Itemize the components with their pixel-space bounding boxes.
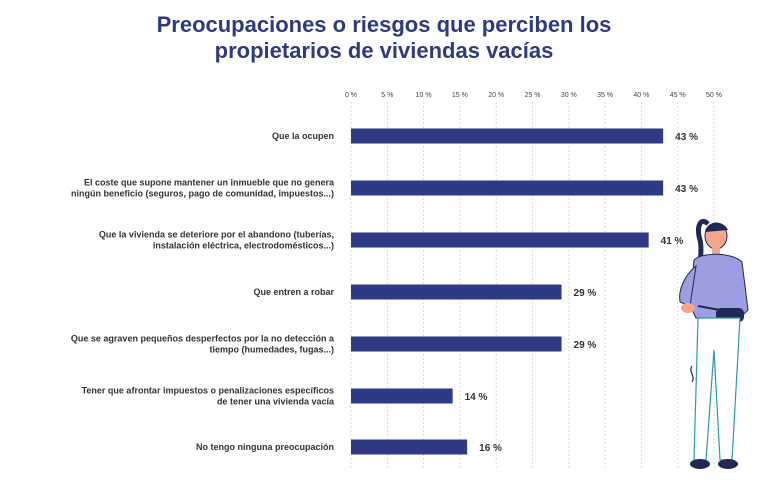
category-label: Que se agraven pequeños desperfectos por… <box>71 334 335 344</box>
bar <box>351 128 664 144</box>
category-label: Tener que afrontar impuestos o penalizac… <box>82 386 334 396</box>
woman-illustration <box>679 218 749 469</box>
category-label: El coste que supone mantener un inmueble… <box>84 178 335 188</box>
value-label: 14 % <box>465 392 488 403</box>
tick-label: 20 % <box>488 92 504 99</box>
tick-label: 50 % <box>706 92 722 99</box>
value-label: 29 % <box>574 288 597 299</box>
tick-label: 35 % <box>597 92 613 99</box>
category-label: No tengo ninguna preocupación <box>196 442 334 452</box>
bar <box>351 388 453 404</box>
chart-title: Preocupaciones o riesgos que perciben lo… <box>0 12 768 64</box>
tick-label: 10 % <box>416 92 432 99</box>
bar <box>351 232 649 248</box>
value-label: 41 % <box>661 236 684 247</box>
category-label: Que la ocupen <box>272 131 334 141</box>
tick-label: 25 % <box>525 92 541 99</box>
tick-label: 30 % <box>561 92 577 99</box>
chart-title-line-1: Preocupaciones o riesgos que perciben lo… <box>156 12 612 37</box>
tick-label: 45 % <box>670 92 686 99</box>
value-label: 43 % <box>675 132 698 143</box>
category-label: Que entren a robar <box>253 287 334 297</box>
bar <box>351 284 562 300</box>
value-label: 43 % <box>675 184 698 195</box>
tick-label: 15 % <box>452 92 468 99</box>
category-label: de tener una vivienda vacía <box>217 397 335 407</box>
value-label: 16 % <box>479 443 502 454</box>
category-label: ningún beneficio (seguros, pago de comun… <box>71 189 334 199</box>
value-label: 29 % <box>574 340 597 351</box>
chart-title-line-2: propietarios de viviendas vacías <box>214 38 554 63</box>
bar <box>351 180 664 196</box>
category-label: instalación eléctrica, electrodomésticos… <box>153 241 334 251</box>
tick-label: 0 % <box>345 92 357 99</box>
category-label: tiempo (humedades, fugas...) <box>209 345 334 355</box>
bar <box>351 336 562 352</box>
tick-label: 40 % <box>633 92 649 99</box>
tick-label: 5 % <box>381 92 393 99</box>
bar <box>351 439 468 455</box>
category-label: Que la vivienda se deteriore por el aban… <box>99 230 334 240</box>
